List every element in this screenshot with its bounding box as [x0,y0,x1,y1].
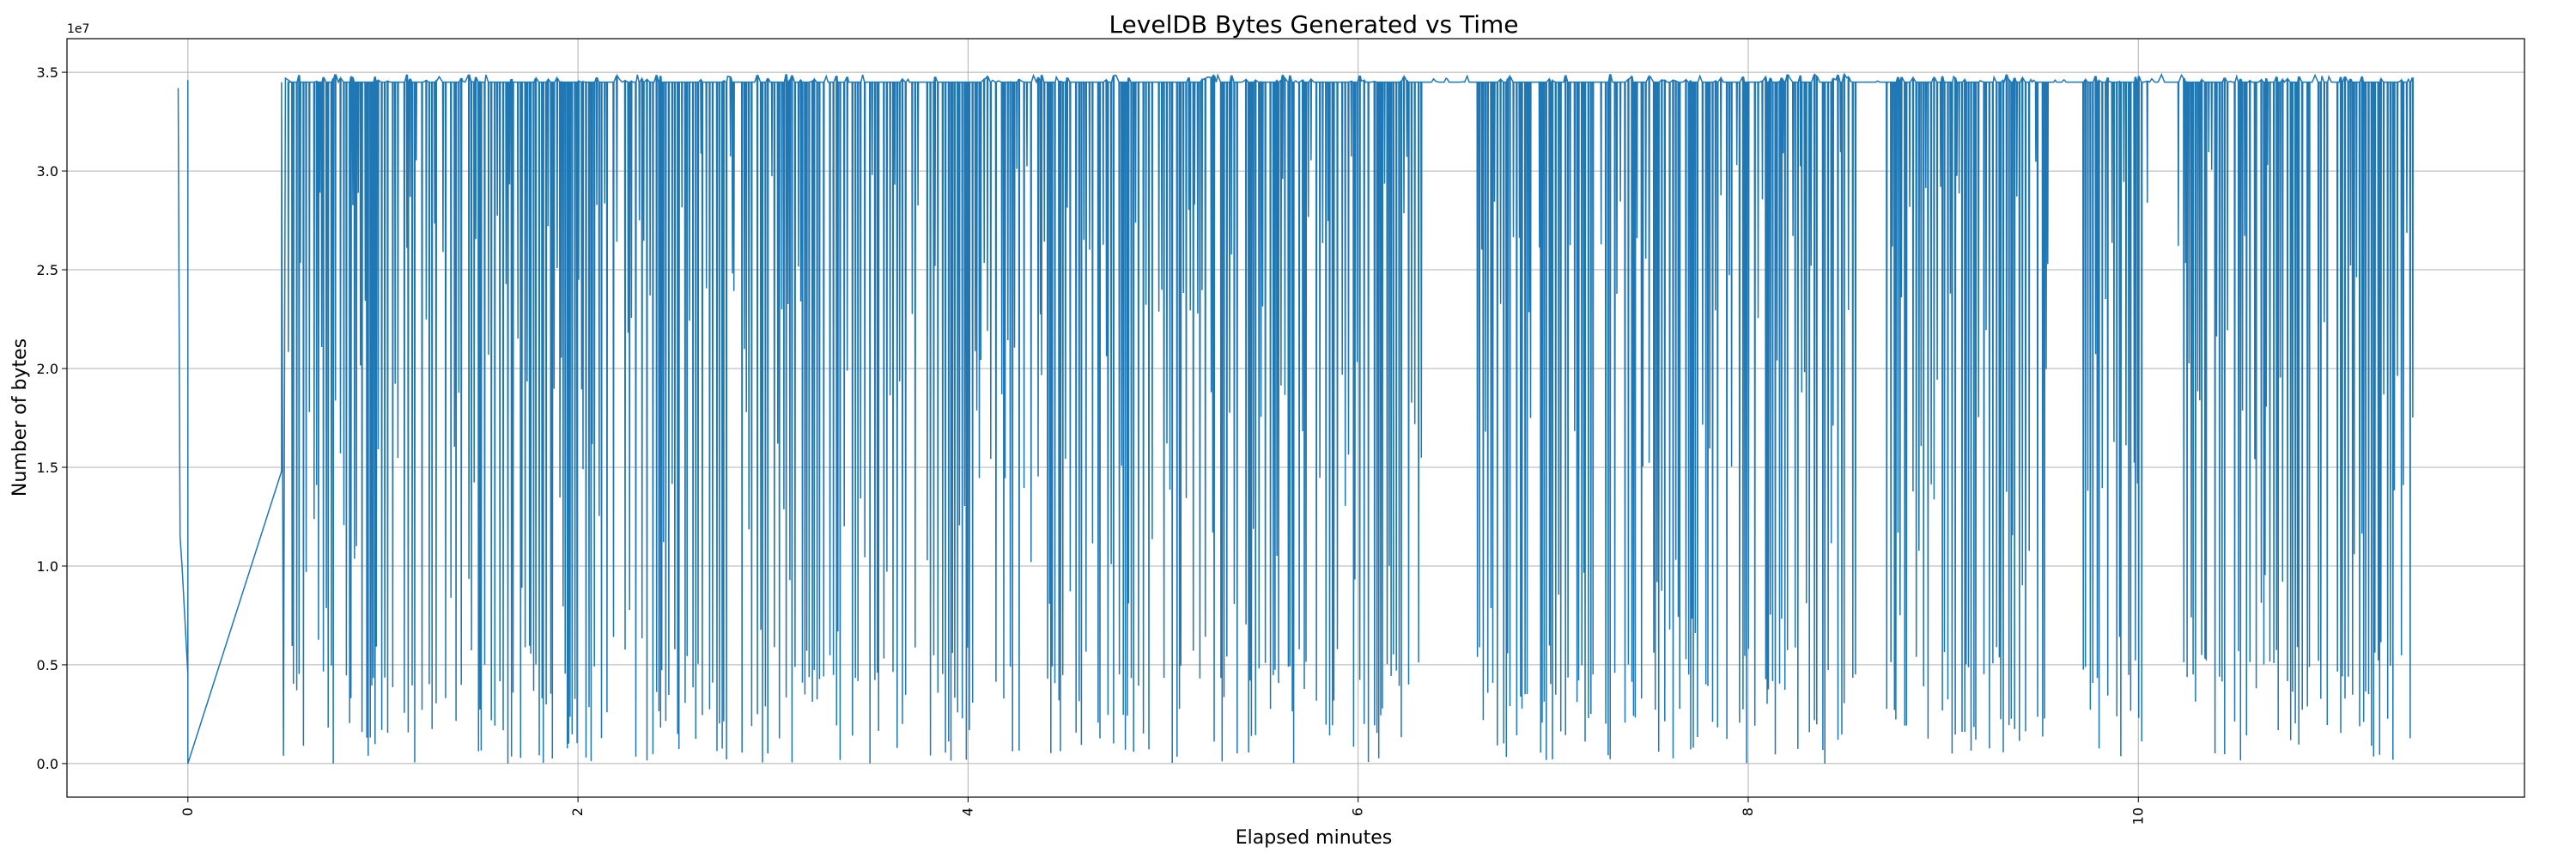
x-axis: 0 2 4 6 8 10 [179,797,2146,825]
x-tick-label: 6 [1350,807,1366,816]
y-axis-label: Number of bytes [9,338,31,497]
chart-title: LevelDB Bytes Generated vs Time [1109,10,1518,39]
x-tick-label: 10 [2129,807,2146,825]
plot-frame [66,38,2525,798]
y-tick-label: 1.0 [37,558,58,575]
y-tick-label: 3.0 [37,163,58,180]
y-tick-label: 0.0 [37,756,58,772]
x-axis-label: Elapsed minutes [1236,827,1392,849]
y-tick-label: 2.5 [37,262,58,278]
x-tick-label: 2 [569,807,586,816]
y-tick-label: 3.5 [37,64,58,81]
x-tick-label: 0 [179,807,196,816]
y-tick-label: 1.5 [37,460,58,476]
series-line [177,71,2415,765]
y-axis: 0.0 0.5 1.0 1.5 2.0 2.5 3.0 3.5 [37,64,67,772]
series-line-path [177,71,2415,765]
x-tick-label: 4 [959,807,975,816]
y-tick-label: 2.0 [37,361,58,377]
x-tick-label: 8 [1740,807,1756,816]
y-tick-label: 0.5 [37,657,58,673]
y-offset-label: 1e7 [67,22,89,36]
